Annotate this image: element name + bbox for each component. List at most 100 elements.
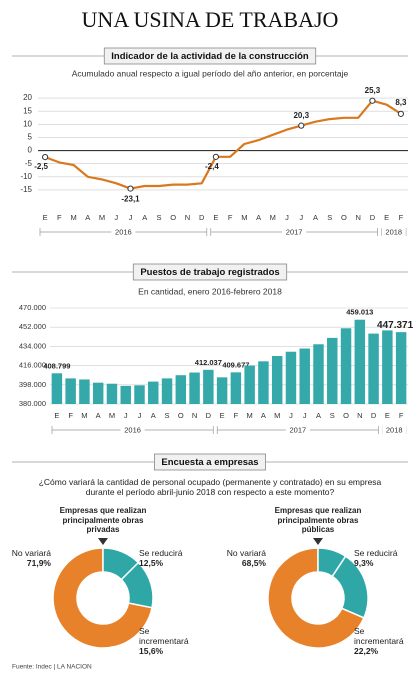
slice-label: Se incrementará — [139, 626, 189, 646]
x-tick-label: M — [109, 411, 115, 420]
x-tick-label: A — [313, 213, 318, 222]
x-tick-label: A — [316, 411, 321, 420]
annotation: -23,1 — [121, 195, 140, 204]
bar — [189, 372, 200, 404]
bar — [203, 369, 214, 404]
slice-label: No variará — [226, 548, 266, 558]
x-tick-label: D — [206, 411, 212, 420]
slice-value: 71,9% — [26, 558, 51, 568]
bar — [175, 375, 187, 404]
x-tick-label: J — [299, 213, 303, 222]
slice-value: 68,5% — [241, 558, 266, 568]
header-title: Puestos de trabajo registrados — [140, 267, 279, 278]
section-header: Encuesta a empresas — [154, 453, 266, 471]
x-tick-label: E — [385, 411, 390, 420]
x-tick-label: J — [114, 213, 118, 222]
source: Fuente: Indec | LA NACION — [12, 664, 92, 671]
data-label: 447.371 — [377, 320, 414, 331]
point — [212, 153, 219, 160]
x-tick-label: E — [43, 213, 48, 222]
bar — [161, 378, 173, 404]
line-series — [44, 99, 402, 190]
bar — [79, 379, 90, 404]
donut-title: Empresas que realizan principalmente obr… — [274, 506, 362, 534]
donut-slice — [52, 547, 153, 649]
bar — [51, 373, 63, 404]
x-tick-label: N — [355, 213, 360, 222]
bar — [120, 385, 131, 404]
bar — [148, 381, 159, 404]
y-tick-label: -5 — [25, 159, 33, 168]
y-tick-label: -15 — [20, 185, 32, 194]
x-tick-label: A — [261, 411, 266, 420]
x-tick-label: F — [399, 411, 404, 420]
bar — [134, 385, 145, 404]
bar — [340, 328, 352, 404]
x-tick-label: J — [124, 411, 128, 420]
point — [127, 185, 134, 192]
x-tick-label: S — [327, 213, 332, 222]
year-label: 2016 — [115, 227, 132, 236]
bar — [313, 344, 324, 404]
page-title: UNA USINA DE TRABAJO — [82, 7, 339, 32]
year-label: 2018 — [386, 425, 403, 434]
x-tick-label: E — [220, 411, 225, 420]
header-title: Encuesta a empresas — [161, 457, 258, 468]
bar — [216, 377, 228, 404]
slice-label: Se reducirá — [139, 548, 183, 558]
x-tick-label: M — [274, 411, 280, 420]
y-tick-label: 20 — [23, 93, 32, 102]
data-label: 412.037 — [195, 358, 222, 367]
bar — [354, 319, 366, 404]
point — [369, 97, 376, 104]
slice-value: 9,3% — [354, 558, 374, 568]
x-tick-label: A — [151, 411, 156, 420]
x-tick-label: J — [138, 411, 142, 420]
y-tick-label: 434.000 — [19, 341, 46, 350]
bar — [106, 383, 118, 404]
x-tick-label: M — [81, 411, 87, 420]
point — [42, 154, 49, 161]
x-tick-label: J — [303, 411, 307, 420]
point — [397, 110, 404, 117]
data-label: 409.677 — [222, 360, 249, 369]
header-box — [132, 263, 288, 281]
x-tick-label: N — [185, 213, 190, 222]
survey-question: ¿Cómo variará la cantidad de personal oc… — [38, 477, 382, 497]
x-tick-label: J — [285, 213, 289, 222]
donut-title: Empresas que realizan principalmente obr… — [59, 506, 147, 534]
year-label-bg — [381, 227, 406, 237]
bar — [65, 378, 76, 404]
year-label-bg — [120, 425, 145, 435]
y-tick-label: 10 — [23, 119, 32, 128]
year-label: 2017 — [286, 227, 303, 236]
x-tick-label: N — [192, 411, 197, 420]
y-tick-label: 452.000 — [19, 322, 46, 331]
y-tick-label: 15 — [23, 106, 32, 115]
annotation: -2,5 — [34, 162, 48, 171]
year-label: 2018 — [385, 227, 402, 236]
slice-value: 15,6% — [139, 646, 164, 656]
year-label: 2016 — [124, 425, 141, 434]
data-label: 408.799 — [43, 361, 70, 370]
x-tick-label: M — [70, 213, 76, 222]
x-tick-label: M — [241, 213, 247, 222]
x-tick-label: O — [170, 213, 176, 222]
donut-slice — [267, 547, 365, 649]
point — [298, 122, 305, 129]
x-tick-label: A — [142, 213, 147, 222]
annotation: 25,3 — [365, 86, 381, 95]
bar — [368, 333, 379, 404]
chart-subtitle: Acumulado anual respecto a igual período… — [72, 68, 349, 78]
x-tick-label: D — [371, 411, 377, 420]
x-tick-label: O — [343, 411, 349, 420]
y-tick-label: 380.000 — [19, 399, 46, 408]
bar — [230, 372, 242, 404]
header-box — [154, 453, 266, 471]
donut-slice — [120, 561, 154, 609]
bar — [258, 361, 269, 404]
x-tick-label: A — [85, 213, 90, 222]
x-tick-label: O — [178, 411, 184, 420]
x-tick-label: F — [57, 213, 62, 222]
